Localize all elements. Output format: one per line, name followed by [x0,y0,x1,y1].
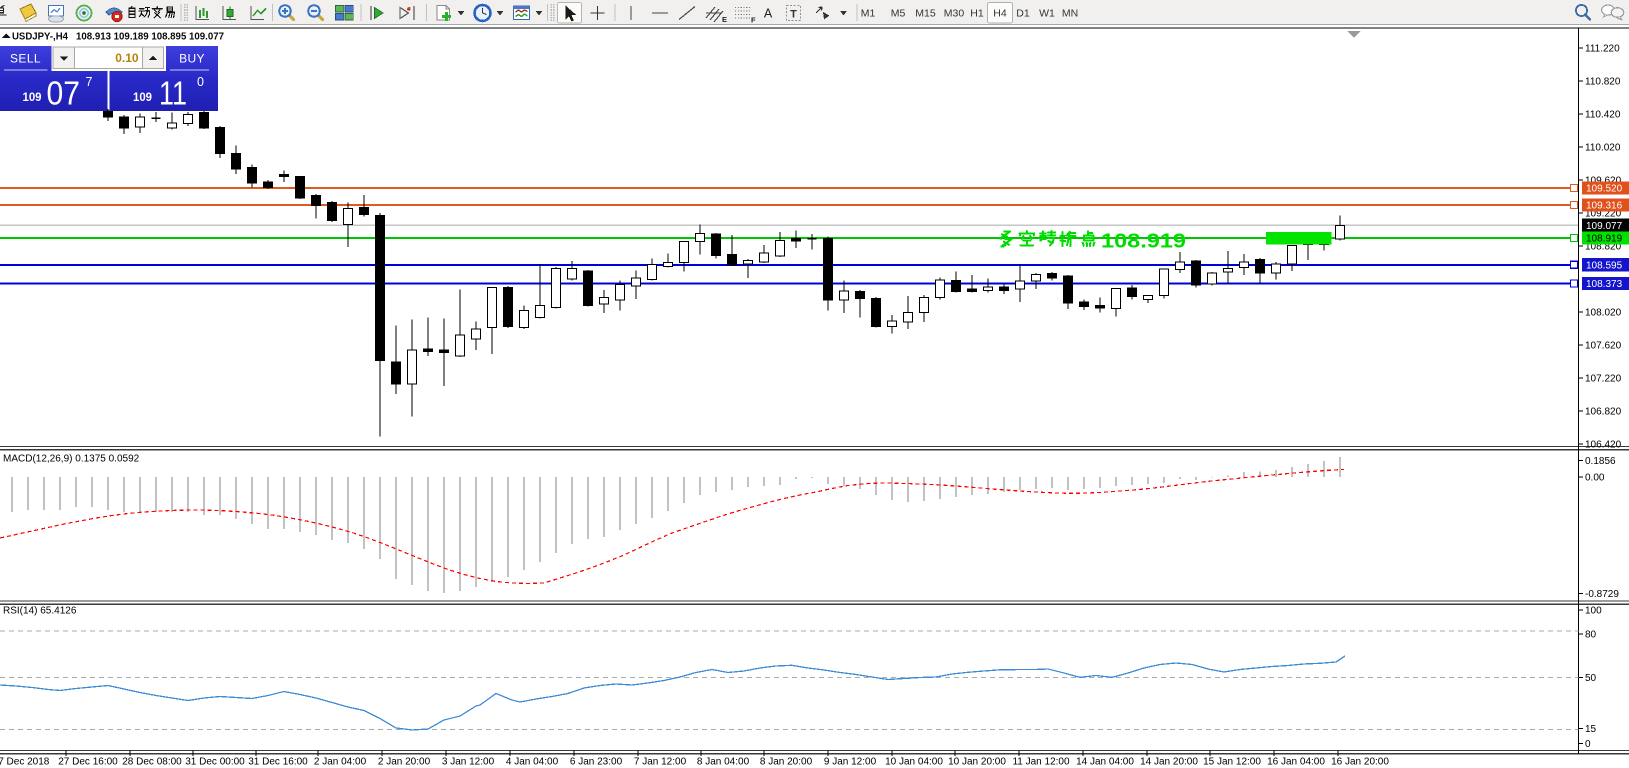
svg-text:109: 109 [133,92,152,104]
svg-text:14 Jan 04:00: 14 Jan 04:00 [1076,757,1134,768]
svg-text:80: 80 [1585,630,1597,641]
svg-text:M30: M30 [944,8,965,20]
svg-text:107.620: 107.620 [1585,341,1622,352]
svg-text:07: 07 [47,75,81,112]
svg-text:8 Jan 04:00: 8 Jan 04:00 [697,757,750,768]
svg-text:31 Dec 00:00: 31 Dec 00:00 [185,757,245,768]
svg-text:109.077: 109.077 [1586,221,1623,232]
svg-text:0.00: 0.00 [1585,473,1605,484]
svg-text:0: 0 [197,75,204,89]
svg-text:27 Dec 2018: 27 Dec 2018 [0,757,50,768]
svg-text:A: A [764,7,773,21]
svg-text:2 Jan 20:00: 2 Jan 20:00 [378,757,431,768]
svg-text:USDJPY-,H4: USDJPY-,H4 [12,31,68,43]
svg-text:110.820: 110.820 [1585,77,1621,88]
svg-text:106.820: 106.820 [1585,407,1622,418]
svg-text:11 Jan 12:00: 11 Jan 12:00 [1012,757,1070,768]
svg-text:8 Jan 20:00: 8 Jan 20:00 [760,757,813,768]
svg-text:MACD(12,26,9) 0.1375 0.0592: MACD(12,26,9) 0.1375 0.0592 [3,454,140,465]
svg-text:0.10: 0.10 [115,51,139,65]
svg-text:MN: MN [1062,8,1078,20]
svg-text:M1: M1 [861,8,876,20]
svg-text:4 Jan 04:00: 4 Jan 04:00 [506,757,559,768]
svg-text:100: 100 [1585,606,1602,617]
svg-text:10 Jan 04:00: 10 Jan 04:00 [885,757,943,768]
svg-text:109.316: 109.316 [1586,201,1623,212]
svg-text:27 Dec 16:00: 27 Dec 16:00 [58,757,118,768]
svg-text:15 Jan 12:00: 15 Jan 12:00 [1203,757,1261,768]
svg-text:2 Jan 04:00: 2 Jan 04:00 [314,757,367,768]
svg-text:7: 7 [86,75,93,89]
svg-text:H4: H4 [993,8,1007,20]
svg-text:F: F [751,16,756,25]
svg-text:108.373: 108.373 [1586,279,1623,290]
svg-text:109.620: 109.620 [1585,176,1622,187]
svg-text:D1: D1 [1016,8,1030,20]
svg-text:28 Dec 08:00: 28 Dec 08:00 [122,757,182,768]
svg-text:M15: M15 [915,8,936,20]
svg-text:T: T [790,9,797,21]
svg-text:-0.8729: -0.8729 [1585,589,1619,600]
svg-text:50: 50 [1585,673,1597,684]
svg-text:15: 15 [1585,724,1597,735]
svg-text:W1: W1 [1039,8,1055,20]
svg-text:BUY: BUY [179,52,205,66]
svg-text:108.020: 108.020 [1585,308,1622,319]
svg-text:10 Jan 20:00: 10 Jan 20:00 [948,757,1006,768]
svg-text:106.420: 106.420 [1585,440,1622,451]
svg-text:109.520: 109.520 [1586,184,1623,195]
svg-text:14 Jan 20:00: 14 Jan 20:00 [1140,757,1198,768]
svg-text:108.820: 108.820 [1585,242,1622,253]
svg-text:11: 11 [159,75,187,112]
svg-text:16 Jan 04:00: 16 Jan 04:00 [1267,757,1325,768]
svg-text:109.220: 109.220 [1585,209,1622,220]
svg-text:107.220: 107.220 [1585,374,1622,385]
svg-text:109: 109 [23,92,42,104]
svg-text:16 Jan 20:00: 16 Jan 20:00 [1331,757,1389,768]
svg-text:108.913 109.189 108.895 109.07: 108.913 109.189 108.895 109.077 [76,31,224,43]
svg-text:110.020: 110.020 [1585,143,1621,154]
svg-text:108.919: 108.919 [1101,231,1186,253]
svg-text:108.595: 108.595 [1586,260,1623,271]
svg-text:E: E [722,15,727,24]
svg-text:31 Dec 16:00: 31 Dec 16:00 [248,757,308,768]
svg-text:6 Jan 23:00: 6 Jan 23:00 [570,757,623,768]
svg-text:108.919: 108.919 [1586,234,1623,245]
svg-text:RSI(14) 65.4126: RSI(14) 65.4126 [3,606,77,617]
svg-text:0: 0 [1585,739,1591,750]
svg-text:0.1856: 0.1856 [1585,456,1616,467]
svg-text:SELL: SELL [10,52,41,66]
svg-text:111.220: 111.220 [1585,44,1620,55]
svg-text:3 Jan 12:00: 3 Jan 12:00 [442,757,495,768]
svg-text:110.420: 110.420 [1585,110,1621,121]
svg-text:7 Jan 12:00: 7 Jan 12:00 [634,757,687,768]
svg-text:9 Jan 12:00: 9 Jan 12:00 [824,757,877,768]
svg-text:M5: M5 [891,8,906,20]
svg-text:H1: H1 [970,8,984,20]
